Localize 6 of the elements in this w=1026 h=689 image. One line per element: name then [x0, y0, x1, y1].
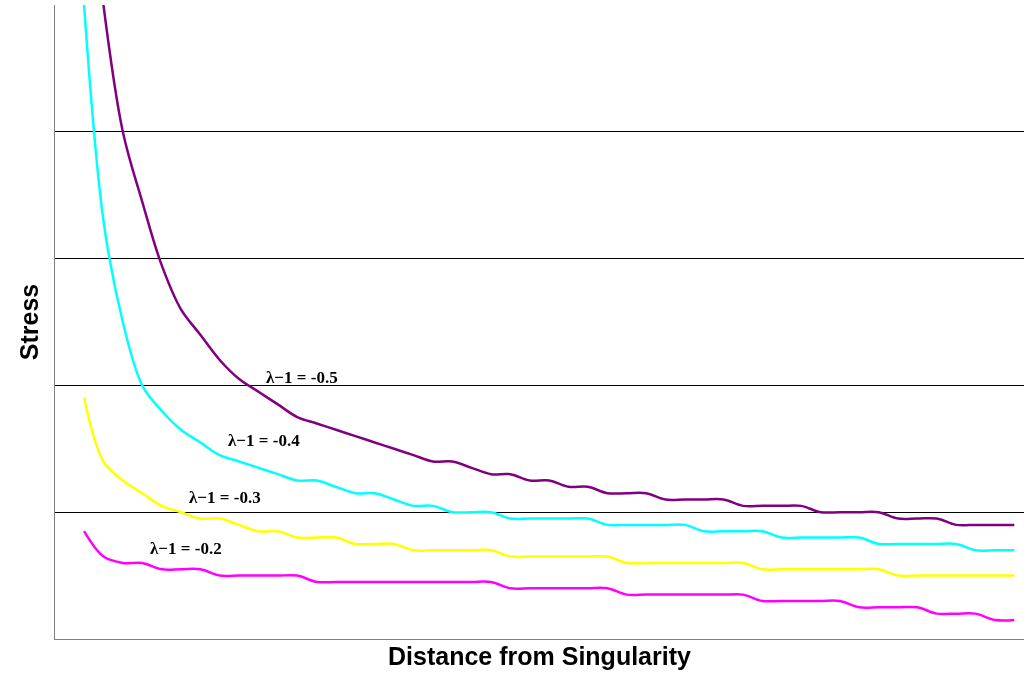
series-label: λ−1 = -0.3: [189, 488, 261, 507]
x-axis-title: Distance from Singularity: [388, 642, 692, 670]
series-label: λ−1 = -0.2: [150, 539, 222, 558]
y-axis-title: Stress: [14, 283, 43, 361]
series-label: λ−1 = -0.4: [228, 431, 301, 450]
series-label: λ−1 = -0.5: [266, 368, 338, 387]
